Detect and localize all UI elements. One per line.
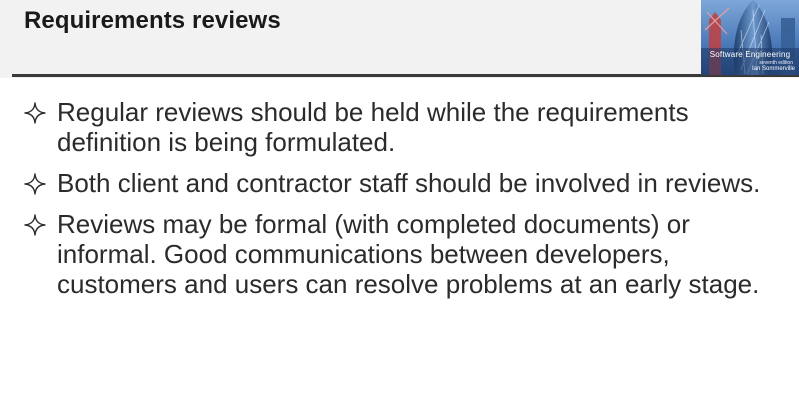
bullet-text: Regular reviews should be held while the… <box>57 97 689 157</box>
bullet-text: Reviews may be formal (with completed do… <box>57 209 760 299</box>
bullet-item: Reviews may be formal (with completed do… <box>22 209 782 299</box>
four-point-star-icon <box>24 214 46 236</box>
bullet-list: Regular reviews should be held while the… <box>22 97 782 310</box>
book-cover-edition: seventh edition <box>759 60 793 66</box>
book-cover-caption: Software Engineering <box>709 50 791 59</box>
bullet-item: Both client and contractor staff should … <box>22 168 782 198</box>
bullet-item: Regular reviews should be held while the… <box>22 97 782 157</box>
four-point-star-icon <box>24 102 46 124</box>
book-cover-author: Ian Sommerville <box>751 66 795 72</box>
bullet-text: Both client and contractor staff should … <box>57 168 761 198</box>
slide-title: Requirements reviews <box>24 7 281 34</box>
title-divider <box>12 74 799 77</box>
title-band <box>0 0 799 78</box>
four-point-star-icon <box>24 173 46 195</box>
book-cover-illustration <box>701 0 799 75</box>
book-cover-image: Software Engineering seventh edition Ian… <box>701 0 799 75</box>
